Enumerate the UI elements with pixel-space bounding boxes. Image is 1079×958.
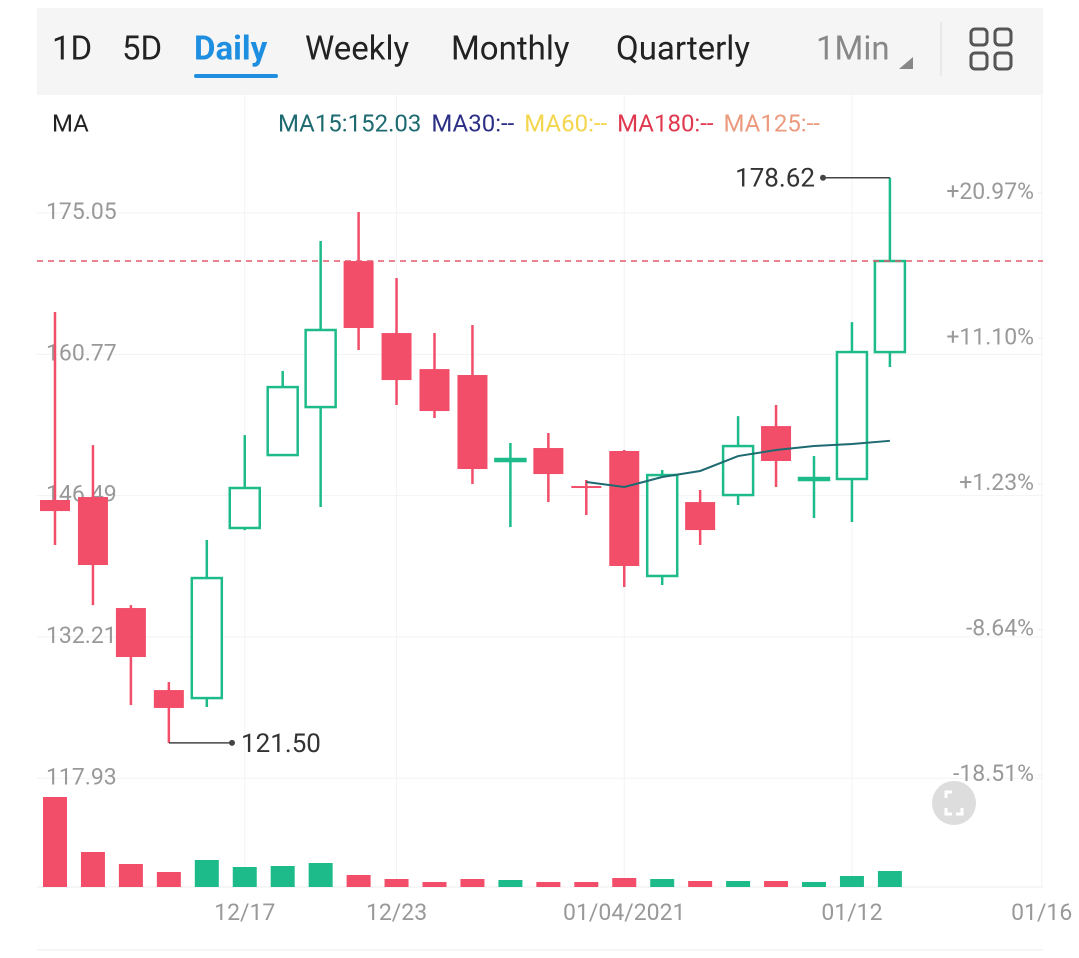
annotation-label: 121.50 <box>241 729 321 759</box>
annotation-dot <box>229 739 235 746</box>
ma-legend: MA30:-- <box>431 109 514 137</box>
tab[interactable]: Weekly <box>305 30 410 69</box>
volume-bar <box>612 878 637 887</box>
volume-bar <box>156 872 181 887</box>
dropdown-arrow <box>899 57 913 69</box>
y-tick-label: 160.77 <box>46 339 117 366</box>
indicator-label: MA <box>52 109 89 137</box>
fullscreen-button[interactable] <box>932 781 976 825</box>
y2-tick-label: +1.23% <box>959 469 1034 496</box>
volume-bar <box>877 871 902 887</box>
candle-body <box>266 385 299 457</box>
volume-bar <box>118 864 143 887</box>
y2-tick-label: -8.64% <box>966 615 1034 642</box>
y2-tick-label: +11.10% <box>946 324 1034 351</box>
ma-legend: MA60:-- <box>524 109 607 137</box>
x-tick-label: 01/12 <box>821 899 882 926</box>
volume-bar <box>726 881 751 887</box>
candle-body <box>419 369 450 412</box>
volume-bar <box>43 797 67 887</box>
y2-tick-label: -18.51% <box>953 760 1034 787</box>
candle-body <box>797 476 831 482</box>
y-tick-label: 117.93 <box>46 763 117 790</box>
candle-body <box>190 576 224 700</box>
candle-body <box>761 426 792 461</box>
volume-bar <box>270 866 295 887</box>
tab[interactable]: 5D <box>122 30 162 69</box>
candle-body <box>685 502 716 531</box>
y-tick-label: 132.21 <box>46 622 117 649</box>
volume-bar <box>498 880 523 887</box>
volume-bar <box>650 879 675 887</box>
volume-bar <box>346 875 371 887</box>
ma-legend: MA125:-- <box>724 109 821 137</box>
volume-bar <box>802 882 826 887</box>
annotation-label: 178.62 <box>735 164 815 194</box>
x-tick-label: 12/23 <box>366 899 427 926</box>
x-tick-label: 01/04/2021 <box>563 899 685 926</box>
candle-body <box>115 608 146 658</box>
tab[interactable]: Quarterly <box>616 30 750 69</box>
volume-bar <box>839 876 864 887</box>
candle-body <box>571 486 602 489</box>
ma-line <box>586 439 890 489</box>
y2-tick-label: +20.97% <box>946 178 1034 205</box>
ma-legend: MA15:152.03 <box>278 109 421 137</box>
tab-bar <box>37 8 1043 95</box>
tab[interactable]: 1D <box>52 30 92 69</box>
tab[interactable]: Daily <box>194 30 268 69</box>
tab[interactable]: Monthly <box>451 30 570 69</box>
x-tick-label: 01/16 <box>1011 899 1072 926</box>
volume-bar <box>308 863 333 887</box>
candle-body <box>835 350 869 481</box>
ma-legend: MA180:-- <box>617 109 714 137</box>
y-tick-label: 175.05 <box>46 198 117 225</box>
candle-body <box>533 448 564 475</box>
volume-bar <box>80 852 105 887</box>
tab[interactable]: 1Min <box>816 30 890 69</box>
volume-bar <box>764 881 789 887</box>
candle-body <box>153 690 184 708</box>
candle-body <box>873 259 907 354</box>
layout-icon[interactable] <box>969 27 1013 71</box>
x-tick-label: 12/17 <box>214 899 275 926</box>
candle-body <box>77 497 108 565</box>
candle-body <box>343 261 374 329</box>
candle-body <box>457 375 488 470</box>
volume-bar <box>194 860 219 887</box>
candle-body <box>304 328 337 409</box>
annotation-dot <box>820 174 826 181</box>
candle-body <box>645 473 679 578</box>
volume-bar <box>688 881 713 887</box>
volume-bar <box>384 879 409 887</box>
tab-underline <box>194 74 278 78</box>
candle-body <box>40 499 70 512</box>
volume-bar <box>574 882 599 887</box>
volume-bar <box>536 882 561 887</box>
candle-body <box>228 486 261 530</box>
candle-body <box>381 333 412 381</box>
volume-bar <box>232 867 257 887</box>
volume-bar <box>422 882 447 887</box>
volume-bar <box>460 879 485 887</box>
candle-body <box>494 457 527 463</box>
candle-body <box>609 451 640 566</box>
